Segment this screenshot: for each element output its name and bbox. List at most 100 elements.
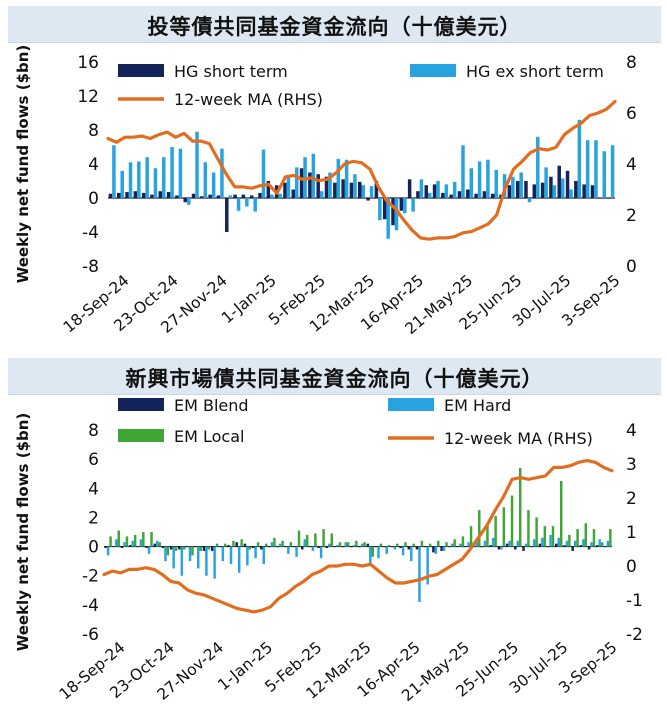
bar-em-hard xyxy=(115,539,118,547)
bar-em-blend xyxy=(514,546,517,550)
bar-hg-ex-short-term xyxy=(153,168,158,198)
bar-em-hard xyxy=(336,545,339,547)
bar-em-local xyxy=(224,543,227,547)
bar-em-local xyxy=(428,543,432,547)
y2-tick-label: 3 xyxy=(626,455,637,475)
bar-em-blend xyxy=(415,546,419,550)
bar-hg-ex-short-term xyxy=(594,140,598,198)
bar-hg-short-term xyxy=(108,193,113,198)
bar-em-hard xyxy=(139,539,143,547)
bar-em-hard xyxy=(565,540,569,547)
bar-em-blend xyxy=(128,545,132,547)
legend-swatch xyxy=(118,398,164,411)
bar-hg-short-term xyxy=(241,194,246,198)
legend-label: HG short term xyxy=(174,62,288,81)
bar-hg-short-term xyxy=(133,191,138,198)
bar-hg-short-term xyxy=(524,181,528,198)
bar-em-hard xyxy=(360,543,364,547)
bar-hg-ex-short-term xyxy=(602,151,607,198)
bar-em-hard xyxy=(467,542,470,547)
bar-hg-ex-short-term xyxy=(261,149,266,198)
y-tick-label: -6 xyxy=(82,625,99,645)
bar-em-hard xyxy=(508,540,511,547)
bar-em-blend xyxy=(333,546,337,548)
bar-em-blend xyxy=(317,546,320,549)
bar-hg-short-term xyxy=(258,192,262,198)
bar-hg-ex-short-term xyxy=(253,198,257,212)
bar-hg-short-term xyxy=(416,191,420,198)
bar-em-blend xyxy=(407,546,411,550)
bar-hg-ex-short-term xyxy=(560,178,565,198)
bar-hg-short-term xyxy=(582,184,586,198)
bar-hg-short-term xyxy=(557,165,561,198)
bar-em-local xyxy=(305,534,309,547)
bar-em-hard xyxy=(532,539,536,547)
bar-hg-ex-short-term xyxy=(112,145,116,198)
bar-em-blend xyxy=(137,546,140,548)
bar-hg-ex-short-term xyxy=(170,147,174,198)
bar-em-local xyxy=(338,542,342,547)
bar-hg-short-term xyxy=(175,195,179,198)
y-tick-label: 0 xyxy=(88,538,99,558)
bar-em-blend xyxy=(145,546,148,549)
y-tick-label: 0 xyxy=(88,189,99,209)
ma-line xyxy=(106,99,617,241)
y-tick-label: 8 xyxy=(88,421,99,441)
y-tick-label: 2 xyxy=(88,508,99,528)
bar-em-blend xyxy=(423,546,427,548)
bar-em-hard xyxy=(524,543,528,547)
bar-hg-short-term xyxy=(424,185,428,198)
bar-em-hard xyxy=(123,542,126,547)
bar-hg-ex-short-term xyxy=(552,185,557,198)
bar-em-blend xyxy=(120,546,124,549)
bar-em-local xyxy=(142,532,145,547)
bar-em-hard xyxy=(573,540,577,547)
bar-em-local xyxy=(281,540,284,547)
legend-swatch xyxy=(118,64,164,77)
bar-em-hard xyxy=(500,546,503,550)
bar-em-hard xyxy=(426,546,429,585)
y-tick-label: 4 xyxy=(88,155,99,175)
bar-hg-short-term xyxy=(333,182,337,198)
bar-em-hard xyxy=(393,546,397,550)
bar-em-hard xyxy=(278,543,282,547)
bar-em-hard xyxy=(606,540,610,547)
bar-hg-short-term xyxy=(308,172,312,198)
y-tick-label: 8 xyxy=(88,121,99,141)
bar-em-local xyxy=(330,533,334,547)
bar-hg-ex-short-term xyxy=(569,189,573,198)
bar-em-blend xyxy=(555,543,558,547)
bar-hg-ex-short-term xyxy=(585,140,590,198)
bar-hg-ex-short-term xyxy=(369,186,374,198)
bar-em-blend xyxy=(399,546,402,549)
legend-label: EM Hard xyxy=(444,396,511,415)
legend-label: HG ex short term xyxy=(466,62,604,81)
bar-hg-ex-short-term xyxy=(427,192,432,198)
bar-hg-ex-short-term xyxy=(378,198,382,221)
bar-em-hard xyxy=(106,546,110,556)
bar-hg-short-term xyxy=(349,182,354,198)
bar-hg-ex-short-term xyxy=(245,198,249,207)
bar-em-blend xyxy=(596,545,599,547)
bar-em-local xyxy=(535,517,538,547)
bar-em-local xyxy=(519,467,522,547)
bar-em-local xyxy=(379,543,383,547)
y-tick-label: 16 xyxy=(77,53,99,73)
bar-hg-ex-short-term xyxy=(137,161,141,198)
bar-em-local xyxy=(494,515,497,547)
bar-hg-short-term xyxy=(507,185,512,198)
y-axis-label: Weekly net fund flows ($bn) xyxy=(14,413,32,652)
bar-hg-short-term xyxy=(249,195,254,198)
bar-hg-ex-short-term xyxy=(486,159,490,198)
hg-chart-title: 投等債共同基金資金流向（十億美元） xyxy=(147,15,522,39)
bar-hg-short-term xyxy=(233,194,237,198)
bar-hg-ex-short-term xyxy=(544,167,548,198)
bar-hg-ex-short-term xyxy=(477,161,482,198)
bar-em-blend xyxy=(153,543,157,547)
bar-hg-short-term xyxy=(407,179,412,198)
bar-em-hard xyxy=(410,546,413,562)
bar-hg-ex-short-term xyxy=(270,194,274,198)
bar-em-hard xyxy=(598,539,601,547)
bar-hg-short-term xyxy=(183,198,187,203)
y2-tick-label: 0 xyxy=(626,557,637,577)
